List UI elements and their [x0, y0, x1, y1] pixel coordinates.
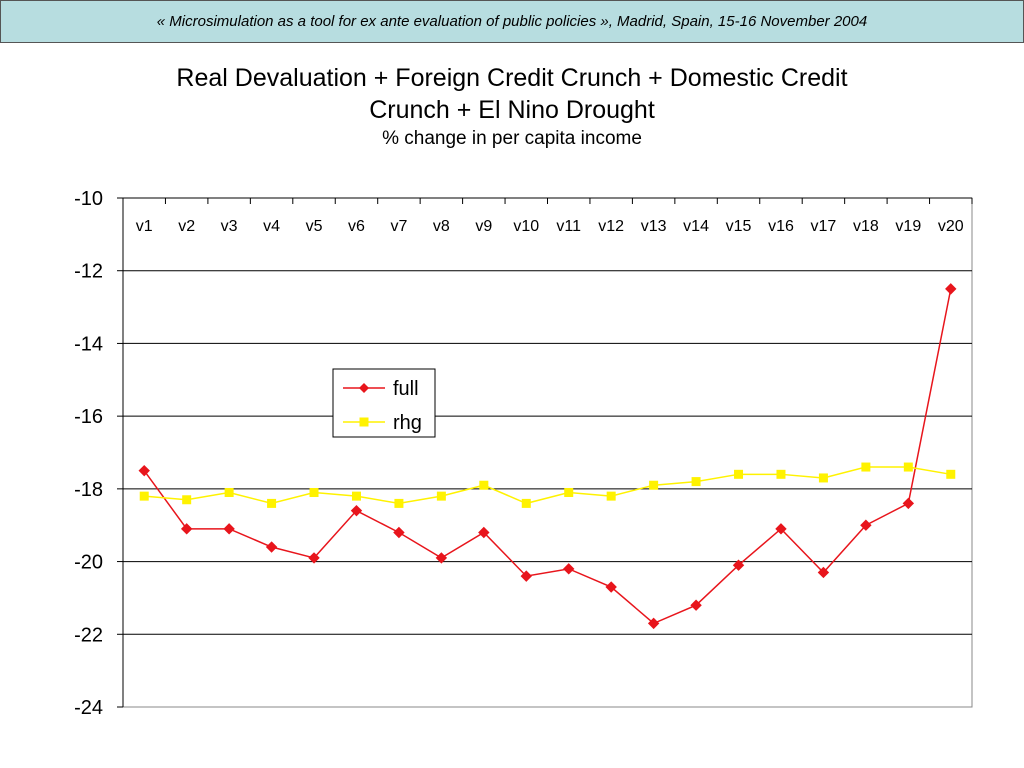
- series-line-rhg: [144, 466, 951, 505]
- chart-title-line-2: Crunch + El Nino Drought: [369, 96, 655, 124]
- legend-label-full: full: [393, 378, 419, 400]
- x-tick-label: v9: [475, 218, 492, 235]
- y-tick-label: -20: [74, 552, 103, 574]
- x-tick-label: v20: [938, 218, 964, 235]
- data-point-rhg: [139, 491, 149, 501]
- y-tick-label: -22: [74, 624, 103, 646]
- y-tick-label: -16: [74, 406, 103, 428]
- data-point-full: [350, 504, 363, 517]
- x-tick-label: v5: [306, 218, 323, 235]
- chart-title-block: Real Devaluation + Foreign Credit Crunch…: [0, 62, 1024, 152]
- chart-title-line-1: Real Devaluation + Foreign Credit Crunch…: [176, 64, 848, 92]
- data-point-full: [223, 523, 235, 535]
- data-point-rhg: [436, 491, 446, 501]
- data-point-full: [902, 497, 915, 510]
- data-point-rhg: [734, 469, 744, 479]
- banner-text: « Microsimulation as a tool for ex ante …: [156, 13, 868, 30]
- y-tick-label: -18: [74, 479, 103, 501]
- data-point-full: [308, 552, 320, 564]
- series-line-full: [143, 288, 952, 625]
- header-banner: « Microsimulation as a tool for ex ante …: [0, 0, 1024, 43]
- data-point-rhg: [606, 491, 616, 501]
- x-tick-label: v4: [263, 218, 280, 235]
- x-tick-label: v3: [221, 218, 238, 235]
- x-tick-label: v14: [683, 218, 709, 235]
- y-tick-label: -14: [74, 333, 103, 355]
- legend: [332, 368, 436, 438]
- legend-marker-full: [359, 383, 369, 393]
- data-point-rhg: [479, 480, 489, 490]
- x-tick-label: v15: [726, 218, 752, 235]
- data-point-full: [180, 523, 193, 535]
- data-point-rhg: [521, 498, 531, 508]
- data-point-rhg: [224, 487, 234, 497]
- data-point-full: [138, 464, 150, 477]
- x-tick-label: v18: [853, 218, 879, 235]
- data-point-rhg: [564, 487, 574, 497]
- data-point-rhg: [267, 498, 277, 508]
- data-point-full: [945, 283, 957, 295]
- data-point-full: [690, 599, 702, 611]
- x-tick-label: v17: [811, 218, 837, 235]
- data-point-rhg: [861, 462, 871, 472]
- x-tick-label: v16: [768, 218, 794, 235]
- data-point-rhg: [394, 498, 404, 508]
- plot-area: [122, 197, 973, 708]
- y-tick-label: -12: [74, 261, 103, 283]
- legend-label-rhg: rhg: [393, 412, 422, 434]
- data-point-full: [393, 526, 405, 539]
- x-tick-label: v13: [641, 218, 667, 235]
- x-tick-label: v11: [556, 218, 581, 235]
- data-point-rhg: [818, 473, 828, 483]
- x-tick-label: v10: [513, 218, 539, 235]
- data-point-full: [775, 523, 787, 535]
- data-point-full: [817, 566, 830, 579]
- y-tick-label: -10: [74, 188, 103, 210]
- data-point-full: [605, 581, 617, 593]
- data-point-rhg: [691, 477, 701, 487]
- data-point-full: [860, 519, 872, 531]
- data-point-rhg: [776, 469, 786, 479]
- chart-subtitle: % change in per capita income: [382, 128, 642, 149]
- data-point-full: [520, 570, 532, 582]
- data-point-rhg: [182, 495, 192, 505]
- x-tick-label: v7: [390, 218, 407, 235]
- data-point-rhg: [903, 462, 913, 472]
- data-point-full: [265, 541, 278, 553]
- data-point-rhg: [649, 480, 659, 490]
- data-point-full: [435, 552, 448, 564]
- x-tick-label: v8: [433, 218, 450, 235]
- legend-marker-rhg: [359, 417, 369, 427]
- data-point-rhg: [309, 487, 319, 497]
- data-point-full: [732, 559, 745, 571]
- data-point-full: [478, 526, 490, 539]
- data-point-full: [563, 563, 575, 575]
- x-tick-label: v6: [348, 218, 365, 235]
- x-tick-label: v1: [136, 218, 153, 235]
- x-tick-label: v2: [178, 218, 195, 235]
- data-point-rhg: [946, 469, 956, 479]
- y-tick-label: -24: [74, 697, 103, 719]
- x-tick-label: v12: [598, 218, 624, 235]
- x-tick-label: v19: [895, 218, 921, 235]
- data-point-rhg: [351, 491, 361, 501]
- data-point-full: [647, 617, 660, 630]
